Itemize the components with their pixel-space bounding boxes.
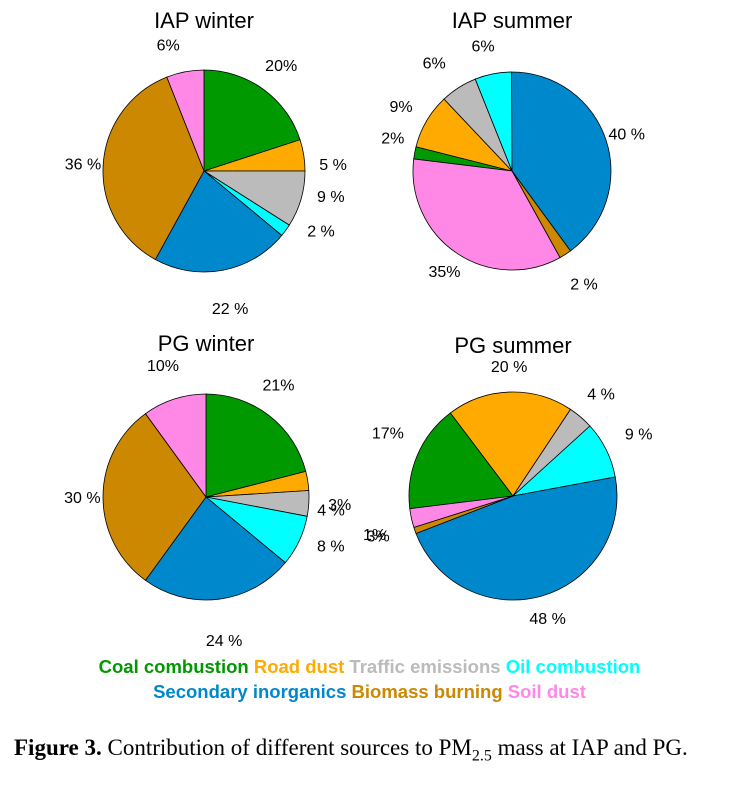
caption-label: Figure 3.: [14, 735, 102, 760]
slice-label-biomass-burning: 1%: [363, 527, 386, 544]
slice-label-secondary-inorganics: 40 %: [608, 126, 644, 143]
slice-label-coal-combustion: 21%: [262, 377, 294, 394]
chart-title: PG summer: [454, 333, 571, 358]
slice-label-soil-dust: 35%: [428, 264, 460, 281]
slice-label-traffic-emissions: 9 %: [317, 189, 345, 206]
chart-title: IAP winter: [154, 8, 254, 33]
legend-entry-soil-dust: Soil dust: [507, 681, 586, 702]
slice-coal-combustion: [205, 393, 307, 498]
slice-secondary-inorganics: [154, 170, 283, 273]
legend-entry-road-dust: Road dust: [253, 656, 345, 677]
slice-biomass-burning: [102, 413, 207, 581]
pie-chart-pg-summer: PG summer 17% 20 % 4 % 9 % 48 % 1%3%: [363, 333, 652, 628]
slice-label-oil-combustion: 2 %: [307, 224, 335, 241]
caption-subscript: 2.5: [471, 747, 492, 765]
slice-label-biomass-burning: 36 %: [65, 156, 101, 173]
slice-label-road-dust: 5 %: [319, 157, 347, 174]
pie-chart-iap-winter: IAP winter 20% 5 % 9 % 2 % 22 % 36 % 6%: [65, 8, 347, 318]
pie-chart-iap-summer: IAP summer 2% 9% 6% 6% 40 % 2 % 35%: [381, 8, 645, 294]
slice-label-traffic-emissions: 4 %: [587, 386, 615, 403]
slice-coal-combustion: [408, 412, 514, 510]
legend-entry-oil-combustion: Oil combustion: [505, 656, 641, 677]
figure-caption: Figure 3. Contribution of different sour…: [14, 733, 729, 772]
chart-title: PG winter: [158, 331, 255, 356]
slice-label-traffic-emissions: 6%: [423, 55, 446, 72]
slice-coal-combustion: [203, 69, 301, 172]
slice-secondary-inorganics: [144, 496, 286, 601]
slice-label-soil-dust: 6%: [157, 38, 180, 55]
slice-road-dust: [449, 391, 572, 497]
legend-row-2: Secondary inorganics Biomass burning Soi…: [0, 679, 739, 705]
slice-label-road-dust: 3%: [328, 497, 351, 514]
chart-title: IAP summer: [452, 8, 573, 33]
caption-text: Contribution of different sources to PM: [107, 735, 472, 760]
slice-label-oil-combustion: 9 %: [625, 427, 653, 444]
legend-entry-traffic-emissions: Traffic emissions: [349, 656, 501, 677]
slice-label-oil-combustion: 6%: [471, 39, 494, 56]
slice-label-soil-dust: 3%: [367, 528, 390, 545]
legend-entry-biomass-burning: Biomass burning: [351, 681, 503, 702]
slice-label-coal-combustion: 17%: [372, 425, 404, 442]
slice-label-road-dust: 9%: [389, 99, 412, 116]
slice-soil-dust: [412, 158, 561, 271]
slice-secondary-inorganics: [511, 71, 612, 252]
slice-label-biomass-burning: 30 %: [64, 490, 100, 507]
slice-label-biomass-burning: 2 %: [570, 277, 598, 294]
slice-label-coal-combustion: 20%: [265, 58, 297, 75]
slice-label-secondary-inorganics: 48 %: [529, 611, 565, 628]
slice-soil-dust: [144, 393, 207, 499]
legend-entry-secondary-inorganics: Secondary inorganics: [153, 681, 347, 702]
legend-entry-coal-combustion: Coal combustion: [98, 656, 249, 677]
slice-secondary-inorganics: [415, 476, 618, 601]
slice-soil-dust: [166, 69, 205, 172]
pie-chart-pg-winter: PG winter 21% 3%4 % 8 % 24 % 30 % 10%: [64, 331, 351, 650]
slice-label-road-dust: 20 %: [491, 359, 527, 376]
slice-label-secondary-inorganics: 24 %: [206, 633, 242, 650]
slice-label-oil-combustion: 8 %: [317, 538, 345, 555]
slice-soil-dust: [409, 495, 514, 528]
slice-label-secondary-inorganics: 22 %: [212, 301, 248, 318]
slice-label-traffic-emissions: 4 %: [317, 502, 345, 519]
caption-text-after: mass at IAP and PG.: [497, 735, 688, 760]
legend-row-1: Coal combustion Road dust Traffic emissi…: [0, 654, 739, 680]
slice-label-soil-dust: 10%: [147, 358, 179, 375]
slice-label-coal-combustion: 2%: [381, 131, 404, 148]
slice-biomass-burning: [102, 76, 205, 261]
